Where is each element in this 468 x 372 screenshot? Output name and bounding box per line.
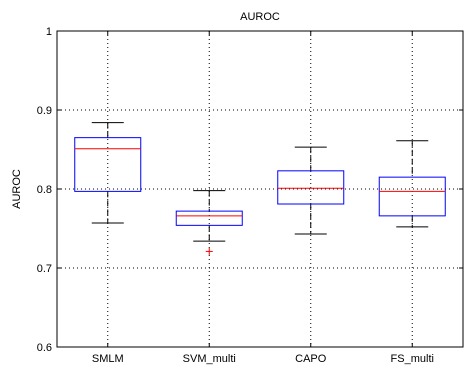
y-axis-label: AUROC — [11, 169, 23, 209]
x-tick-label: SVM_multi — [183, 353, 236, 365]
x-tick-label: FS_multi — [391, 353, 434, 365]
box-group-fs-multi — [378, 140, 446, 228]
box-group-svm-multi — [175, 190, 243, 255]
y-tick-label: 0.6 — [37, 342, 52, 354]
y-tick-label: 0.9 — [37, 105, 52, 117]
x-tick-label: CAPO — [295, 353, 327, 365]
axis-layer: 0.6 0.7 0.8 0.9 1 SMLM SVM_multi CAPO FS_multi — [37, 26, 464, 365]
grid-layer — [57, 31, 463, 347]
y-tick-label: 1 — [46, 26, 52, 38]
y-tick-label: 0.8 — [37, 184, 52, 196]
y-tick-label: 0.7 — [37, 263, 52, 275]
outlier-marker — [205, 247, 213, 255]
box-group-smlm — [74, 122, 142, 224]
box-layer — [74, 122, 446, 255]
box-iqr — [74, 137, 142, 192]
box-iqr — [378, 176, 446, 217]
box-iqr — [175, 210, 243, 226]
box-group-capo — [277, 146, 345, 235]
x-tick-label: SMLM — [92, 353, 124, 365]
chart-title: AUROC — [240, 11, 280, 23]
box-iqr — [277, 170, 345, 205]
